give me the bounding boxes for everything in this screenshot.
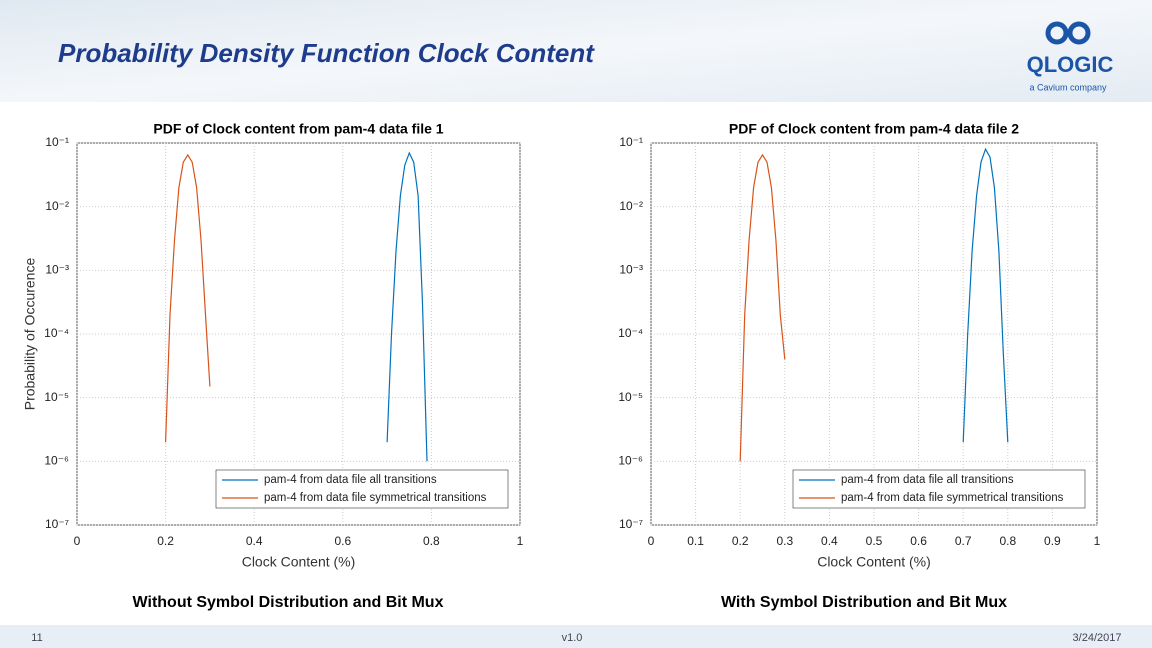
data-line (165, 153, 211, 443)
logo: QLOGIC (1027, 52, 1114, 77)
x-tick-label: 0.8 (999, 534, 1016, 548)
x-tick-label: 1 (1094, 534, 1101, 548)
x-tick-label: 0.6 (910, 534, 927, 548)
logo-mark (1045, 21, 1091, 45)
x-axis-label: Clock Content (%) (242, 554, 356, 570)
x-tick-label: 0.6 (334, 534, 351, 548)
legend-label: pam-4 from data file symmetrical transit… (841, 492, 1064, 504)
y-tick-label: 10⁻⁵ (44, 390, 69, 404)
x-tick-label: 0 (648, 534, 655, 548)
x-tick-label: 0 (74, 534, 81, 548)
y-tick-label: 10⁻⁴ (44, 326, 69, 340)
caption: With Symbol Distribution and Bit Mux (721, 594, 1007, 611)
legend (792, 469, 1086, 509)
x-tick-label: 0.7 (955, 534, 972, 548)
date: 3/24/2017 (1073, 632, 1122, 644)
x-tick-label: 0.8 (423, 534, 440, 548)
legend-label: pam-4 from data file all transitions (264, 474, 437, 486)
data-line (962, 147, 1009, 443)
y-tick-label: 10⁻¹ (619, 135, 643, 149)
x-tick-label: 0.9 (1044, 534, 1061, 548)
chart-title: PDF of Clock content from pam-4 data fil… (729, 121, 1019, 137)
x-tick-label: 0.2 (732, 534, 749, 548)
data-line (739, 153, 786, 462)
chart-title: PDF of Clock content from pam-4 data fil… (153, 121, 443, 137)
x-tick-label: 0.1 (687, 534, 704, 548)
x-tick-label: 0.4 (821, 534, 838, 548)
footer-band (0, 625, 1152, 648)
x-tick-label: 1 (517, 534, 524, 548)
x-tick-label: 0.4 (246, 534, 263, 548)
legend (215, 469, 509, 509)
y-tick-label: 10⁻² (619, 199, 643, 213)
y-tick-label: 10⁻³ (619, 263, 643, 277)
y-tick-label: 10⁻⁶ (618, 454, 643, 468)
y-tick-label: 10⁻⁵ (618, 390, 643, 404)
y-tick-label: 10⁻⁶ (44, 454, 69, 468)
legend-label: pam-4 from data file all transitions (841, 474, 1014, 486)
y-tick-label: 10⁻³ (45, 263, 69, 277)
x-tick-label: 0.5 (866, 534, 883, 548)
x-tick-label: 0.3 (776, 534, 793, 548)
logo-subtitle: a Cavium company (1029, 82, 1107, 92)
header-band (0, 0, 1152, 102)
y-tick-label: 10⁻⁷ (619, 517, 643, 531)
y-tick-label: 10⁻¹ (45, 135, 69, 149)
legend-label: pam-4 from data file symmetrical transit… (264, 492, 487, 504)
caption: Without Symbol Distribution and Bit Mux (133, 594, 444, 611)
y-tick-label: 10⁻⁷ (45, 517, 69, 531)
y-tick-label: 10⁻⁴ (618, 326, 643, 340)
page-number: 11 (31, 632, 42, 644)
x-tick-label: 0.2 (157, 534, 174, 548)
slide-title: Probability Density Function Clock Conte… (58, 38, 595, 68)
x-axis-label: Clock Content (%) (817, 554, 931, 570)
version: v1.0 (562, 632, 583, 644)
y-axis-label: Probability of Occurence (22, 258, 38, 411)
data-line (386, 151, 428, 462)
y-tick-label: 10⁻² (45, 199, 69, 213)
